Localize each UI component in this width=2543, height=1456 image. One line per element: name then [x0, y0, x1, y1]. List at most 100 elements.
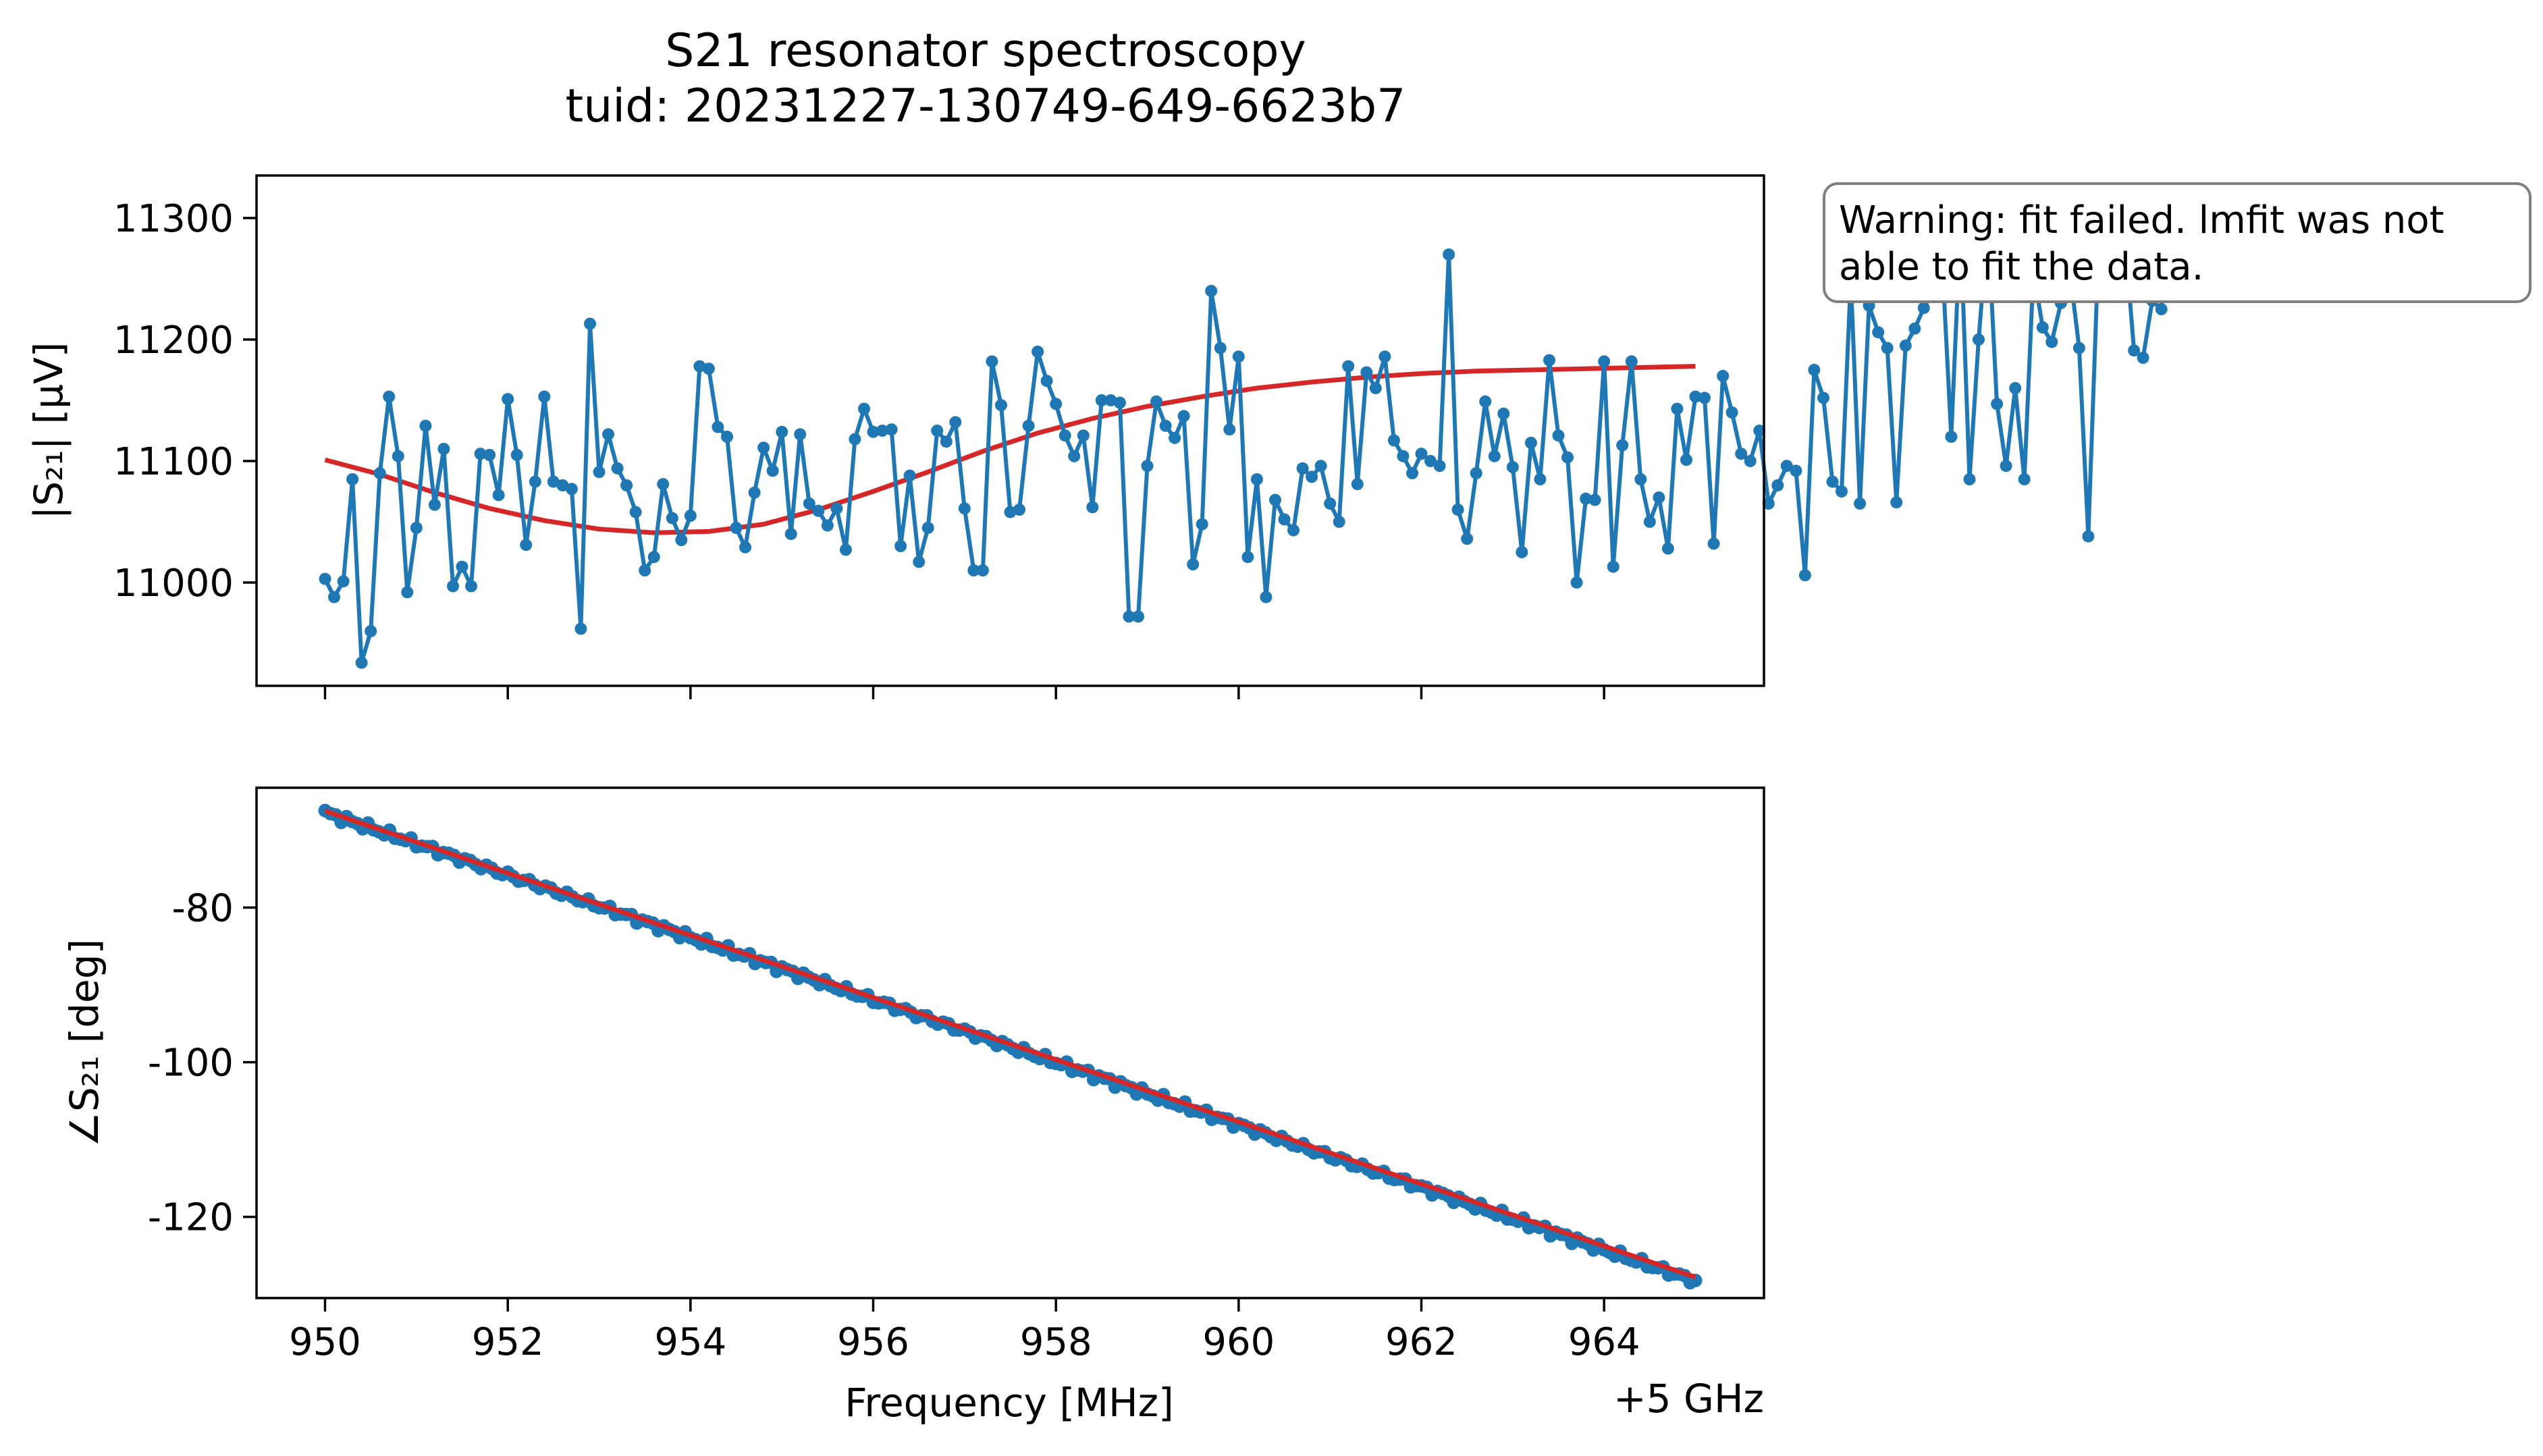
magnitude-data-point [565, 483, 578, 495]
phase-ylabel: ∠S₂₁ [deg] [61, 939, 107, 1147]
magnitude-data-point [1671, 402, 1684, 415]
magnitude-y-tick-label: 11100 [113, 440, 234, 484]
magnitude-data-point [940, 435, 953, 448]
magnitude-data-point [483, 449, 496, 461]
magnitude-data-point [2137, 352, 2149, 364]
phase-axes-frame [255, 786, 1765, 1299]
magnitude-data-point [1908, 322, 1921, 335]
magnitude-data-point [2036, 321, 2049, 333]
phase-x-tick-label: 952 [472, 1320, 544, 1364]
magnitude-data-point [1369, 382, 1382, 394]
magnitude-data-point [794, 428, 807, 441]
phase-x-tick-label: 950 [289, 1320, 361, 1364]
magnitude-data-point [1387, 434, 1400, 447]
chart-title-line-1: S21 resonator spectroscopy [665, 24, 1306, 78]
magnitude-data-point [1141, 460, 1154, 473]
magnitude-data-point [1725, 406, 1738, 419]
magnitude-data-point [757, 441, 770, 454]
magnitude-data-point [1836, 485, 1848, 497]
magnitude-data-point [319, 572, 331, 585]
phase-x-tick-label: 956 [837, 1320, 909, 1364]
magnitude-data-point [1689, 390, 1702, 403]
magnitude-data-point [1762, 497, 1775, 510]
magnitude-data-point [849, 433, 861, 446]
magnitude-data-point [1278, 513, 1291, 526]
magnitude-data-point [629, 506, 642, 518]
fit-warning-line-1: Warning: fit failed. lmfit was not [1839, 198, 2444, 242]
magnitude-data-point [620, 479, 633, 491]
magnitude-data-point [1214, 342, 1227, 354]
magnitude-data-point [1534, 473, 1547, 485]
magnitude-data-point [1132, 610, 1144, 623]
magnitude-data-point [721, 431, 733, 443]
phase-xlabel: Frequency [MHz] [845, 1380, 1173, 1426]
magnitude-data-point [1451, 504, 1464, 516]
magnitude-data-point [428, 498, 441, 511]
magnitude-data-point [1241, 551, 1254, 564]
magnitude-data-point [1680, 454, 1692, 466]
magnitude-data-point [1625, 355, 1638, 368]
magnitude-data-point [739, 541, 751, 554]
magnitude-data-point [1113, 396, 1126, 409]
phase-fit-line [324, 809, 1696, 1280]
magnitude-data-point [1561, 451, 1574, 464]
magnitude-data-point [1260, 591, 1273, 603]
magnitude-data-point [401, 586, 414, 599]
magnitude-data-point [437, 443, 450, 455]
magnitude-data-point [355, 656, 368, 669]
magnitude-data-point [839, 543, 852, 556]
magnitude-data-point [1717, 370, 1730, 382]
magnitude-data-point [684, 510, 697, 522]
magnitude-data-point [1991, 398, 2004, 410]
magnitude-data-point [657, 478, 670, 491]
magnitude-data-point [502, 393, 514, 406]
magnitude-data-point [894, 540, 907, 552]
magnitude-data-point [602, 428, 614, 441]
magnitude-data-point [465, 580, 477, 593]
magnitude-data-point [1397, 450, 1410, 462]
magnitude-data-point [2000, 460, 2012, 473]
phase-x-tick-label: 960 [1202, 1320, 1275, 1364]
magnitude-data-point [784, 528, 797, 540]
magnitude-data-point [1653, 491, 1665, 504]
magnitude-data-point [1607, 560, 1620, 573]
magnitude-data-point [1881, 342, 1894, 354]
magnitude-data-point [921, 522, 934, 534]
magnitude-data-point [1351, 478, 1364, 491]
magnitude-data-layer [319, 194, 2177, 669]
magnitude-data-point [1059, 429, 1071, 442]
magnitude-data-point [1899, 340, 1912, 352]
magnitude-data-point [693, 360, 706, 373]
magnitude-data-point [1616, 439, 1629, 452]
magnitude-data-point [593, 466, 606, 479]
magnitude-y-tick-label: 11300 [113, 197, 234, 241]
magnitude-data-point [885, 423, 898, 436]
magnitude-data-point [1661, 542, 1674, 555]
phase-x-tick-label: 958 [1020, 1320, 1092, 1364]
chart-title-line-2: tuid: 20231227-130749-649-6623b7 [566, 80, 1406, 133]
magnitude-data-point [346, 473, 359, 485]
phase-x-tick-label: 954 [654, 1320, 726, 1364]
magnitude-data-point [574, 622, 587, 635]
magnitude-ticks: 11000 11100 11200 11300 [113, 197, 1605, 699]
magnitude-data-point [1306, 470, 1318, 483]
magnitude-data-point [1333, 516, 1345, 528]
magnitude-data-point [538, 390, 551, 403]
magnitude-data-point [510, 449, 523, 461]
magnitude-data-point [584, 317, 596, 330]
magnitude-data-point [867, 425, 880, 438]
magnitude-data-point [903, 469, 916, 482]
magnitude-data-point [1872, 326, 1885, 339]
magnitude-data-point [803, 497, 815, 510]
magnitude-data-point [967, 564, 980, 576]
magnitude-data-point [520, 539, 533, 551]
magnitude-data-point [1753, 425, 1766, 437]
magnitude-data-point [1314, 460, 1327, 473]
magnitude-data-point [876, 425, 888, 437]
magnitude-data-point [1104, 394, 1117, 406]
magnitude-data-point [1552, 429, 1565, 442]
magnitude-data-point [2018, 473, 2031, 485]
frequency-offset-text: +5 GHz [1613, 1376, 1764, 1422]
magnitude-data-point [1470, 467, 1482, 479]
